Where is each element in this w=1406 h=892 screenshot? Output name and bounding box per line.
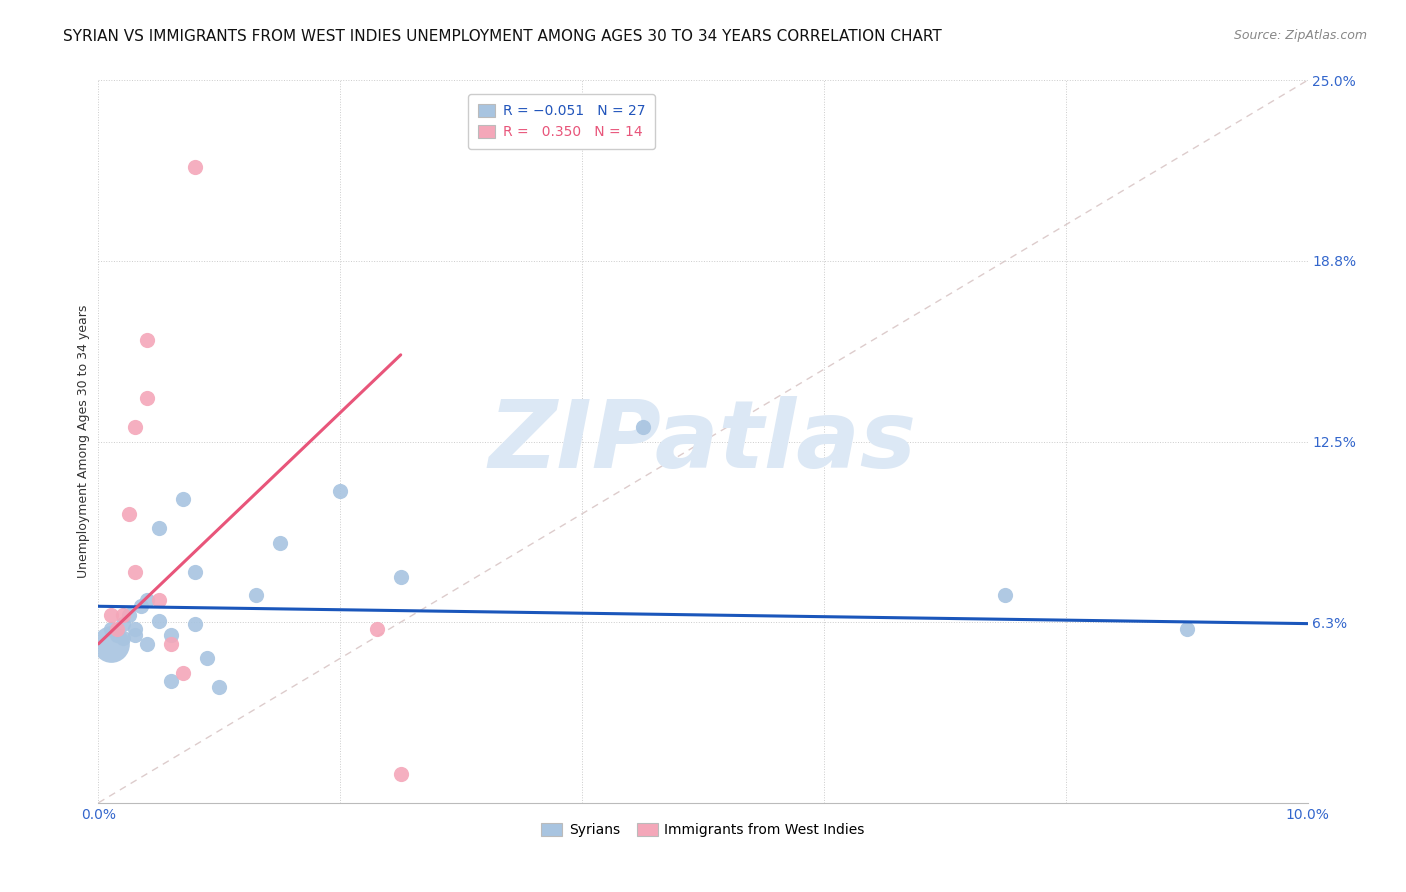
Y-axis label: Unemployment Among Ages 30 to 34 years: Unemployment Among Ages 30 to 34 years bbox=[77, 305, 90, 578]
Point bbox=[124, 420, 146, 434]
Point bbox=[118, 607, 141, 622]
Point bbox=[124, 628, 146, 642]
Point bbox=[100, 637, 122, 651]
Point bbox=[111, 607, 134, 622]
Point bbox=[389, 767, 412, 781]
Point bbox=[184, 565, 207, 579]
Point bbox=[631, 420, 654, 434]
Point bbox=[329, 483, 352, 498]
Point bbox=[105, 628, 128, 642]
Point bbox=[172, 665, 194, 680]
Point bbox=[135, 391, 157, 405]
Point bbox=[184, 160, 207, 174]
Point bbox=[135, 637, 157, 651]
Point bbox=[148, 614, 170, 628]
Point bbox=[269, 535, 291, 549]
Point bbox=[111, 616, 134, 631]
Point bbox=[184, 616, 207, 631]
Point bbox=[100, 623, 122, 637]
Point bbox=[100, 607, 122, 622]
Point bbox=[129, 599, 152, 614]
Point bbox=[148, 593, 170, 607]
Point bbox=[160, 637, 183, 651]
Text: ZIPatlas: ZIPatlas bbox=[489, 395, 917, 488]
Point bbox=[389, 570, 412, 584]
Text: SYRIAN VS IMMIGRANTS FROM WEST INDIES UNEMPLOYMENT AMONG AGES 30 TO 34 YEARS COR: SYRIAN VS IMMIGRANTS FROM WEST INDIES UN… bbox=[63, 29, 942, 45]
Point bbox=[148, 521, 170, 535]
Point bbox=[160, 674, 183, 689]
Legend: Syrians, Immigrants from West Indies: Syrians, Immigrants from West Indies bbox=[536, 818, 870, 843]
Point bbox=[245, 588, 267, 602]
Point bbox=[366, 623, 388, 637]
Point bbox=[160, 628, 183, 642]
Point bbox=[124, 565, 146, 579]
Point bbox=[135, 334, 157, 348]
Point bbox=[208, 680, 231, 694]
Text: Source: ZipAtlas.com: Source: ZipAtlas.com bbox=[1233, 29, 1367, 43]
Point bbox=[195, 651, 218, 665]
Point bbox=[111, 631, 134, 645]
Point bbox=[994, 588, 1017, 602]
Point bbox=[124, 623, 146, 637]
Point bbox=[105, 623, 128, 637]
Point bbox=[172, 492, 194, 507]
Point bbox=[1175, 623, 1198, 637]
Point bbox=[135, 593, 157, 607]
Point bbox=[118, 507, 141, 521]
